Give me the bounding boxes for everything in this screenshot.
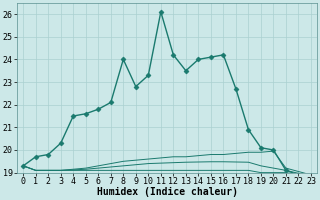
X-axis label: Humidex (Indice chaleur): Humidex (Indice chaleur) (97, 187, 237, 197)
